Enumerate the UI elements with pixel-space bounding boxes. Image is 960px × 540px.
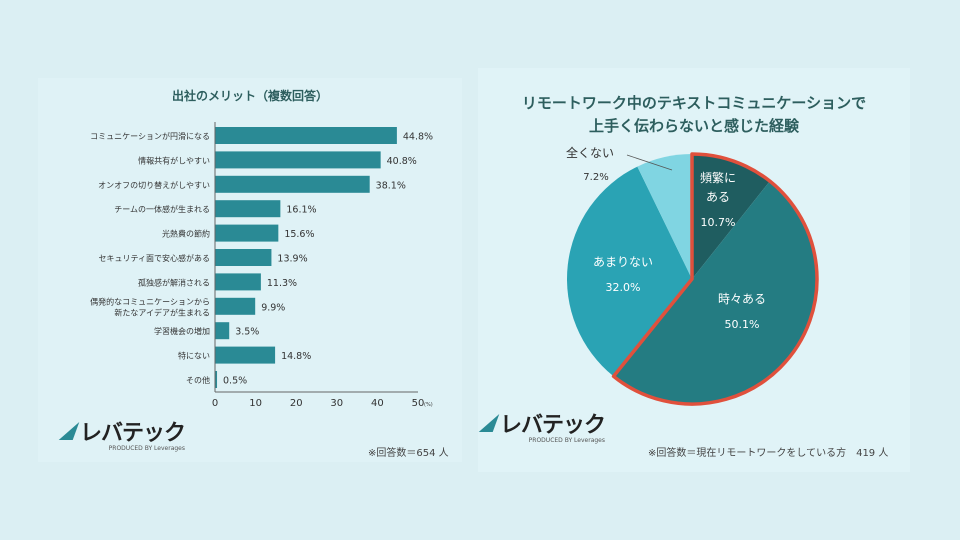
pie-slice [637, 154, 692, 279]
category-label: オンオフの切り替えがしやすい [98, 180, 210, 190]
value-label: 14.8% [281, 351, 311, 362]
bar-chart-title: 出社のメリット（複数回答） [172, 88, 328, 103]
category-label: 偶発的なコミュニケーションから [90, 296, 210, 306]
category-label: 学習機会の増加 [154, 326, 210, 336]
pie-slice [692, 154, 770, 279]
value-label: 9.9% [261, 302, 285, 313]
respondents-note-left: ※回答数＝654 人 [368, 448, 449, 459]
levtech-logo-right: レバテック PRODUCED BY Leverages [478, 413, 606, 445]
category-label: 情報共有がしやすい [138, 155, 210, 165]
levtech-logo-left: レバテック PRODUCED BY Leverages [58, 421, 186, 453]
value-label: 0.5% [223, 376, 247, 387]
x-tick-label: 40 [371, 398, 384, 409]
x-tick-label: 30 [330, 398, 343, 409]
value-label: 40.8% [387, 156, 417, 167]
value-label: 13.9% [277, 254, 307, 265]
slice-label: 全くない [566, 145, 614, 160]
bar [215, 322, 230, 340]
x-tick-label: 0 [212, 398, 218, 409]
bar [215, 297, 256, 315]
logo-text: レバテック [80, 421, 186, 446]
bar [215, 200, 281, 218]
respondents-note-right: ※回答数＝現在リモートワークをしている方 419 人 [648, 448, 889, 459]
check-logo-icon [58, 422, 80, 440]
bar [215, 346, 276, 364]
bar [215, 151, 381, 169]
slice-label: あまりない [593, 255, 653, 269]
slice-label: 頻繁に [700, 170, 736, 185]
slice-value: 50.1% [725, 318, 760, 331]
category-label: 孤独感が解消される [138, 277, 210, 287]
x-tick-label: 10 [249, 398, 262, 409]
slice-label: 時々ある [718, 292, 766, 306]
category-label: その他 [186, 375, 210, 385]
bar [215, 224, 279, 242]
leader-line [626, 154, 673, 171]
value-label: 3.5% [235, 327, 259, 338]
category-label: 新たなアイデアが生まれる [114, 307, 210, 317]
category-label: チームの一体感が生まれる [114, 204, 210, 214]
value-label: 16.1% [286, 205, 316, 216]
category-label: 特にない [178, 351, 210, 361]
bar [215, 249, 272, 266]
pie-slice [613, 181, 818, 405]
x-tick-label: 20 [290, 398, 303, 409]
x-tick-label: 50 [412, 398, 425, 409]
slice-value: 10.7% [701, 216, 736, 229]
pie-slice [567, 166, 692, 377]
value-label: 44.8% [403, 132, 433, 143]
logo-text: レバテック [500, 413, 606, 438]
check-logo-icon [478, 414, 500, 432]
category-label: セキュリティ面で安心感がある [98, 253, 210, 263]
bar [215, 371, 218, 388]
logo-sub: PRODUCED BY Leverages [528, 437, 606, 445]
x-unit-label: (%) [424, 402, 433, 408]
category-label: コミュニケーションが円滑になる [90, 131, 210, 141]
value-label: 15.6% [284, 229, 314, 240]
slice-value: 32.0% [606, 281, 641, 294]
category-label: 光熱費の節約 [162, 229, 210, 239]
value-label: 38.1% [376, 180, 406, 191]
bar [215, 127, 397, 144]
pie-chart-title: 上手く伝わらないと感じた経験 [589, 117, 800, 135]
value-label: 11.3% [267, 278, 297, 289]
highlight-outline [611, 152, 819, 406]
bar [215, 175, 370, 193]
slice-label: ある [706, 190, 730, 204]
pie-chart-title: リモートワーク中のテキストコミュニケーションで [522, 94, 866, 112]
slice-value: 7.2% [583, 172, 608, 183]
logo-sub: PRODUCED BY Leverages [108, 445, 186, 453]
bar [215, 273, 261, 291]
